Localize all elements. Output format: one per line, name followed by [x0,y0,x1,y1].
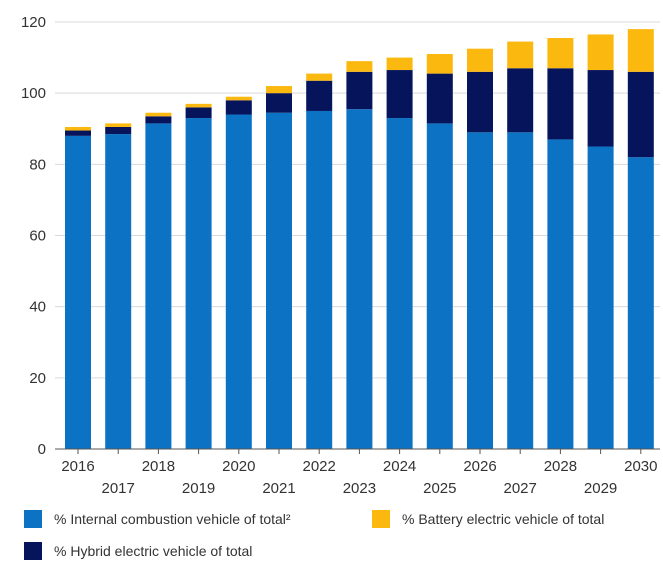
bar-bev-2028 [547,38,574,69]
legend-label-ice: % Internal combustion vehicle of total² [54,511,291,527]
y-tick-label: 60 [29,228,46,245]
bar-bev-2019 [185,103,212,108]
bars [65,29,654,450]
x-tick-label: 2016 [61,458,94,475]
y-axis-ticks: 0 20 40 60 80 100 120 [21,14,46,458]
bar-ice-2021 [266,112,292,450]
x-tick-label: 2022 [303,458,336,475]
bar-ice-2028 [547,139,574,450]
x-tick-label: 2021 [262,480,295,497]
bar-bev-2021 [266,86,292,94]
bar-ice-2023 [346,109,373,449]
bar-bev-2023 [346,61,373,72]
bar-bev-2024 [386,57,413,71]
x-tick-label: 2028 [544,458,577,475]
legend-item-bev: % Battery electric vehicle of total [372,510,604,528]
bar-bev-2022 [306,73,333,81]
y-tick-label: 100 [21,85,46,102]
bar-hev-2027 [507,68,534,133]
bar-hev-2024 [386,70,413,119]
x-tick-label: 2020 [222,458,255,475]
bar-bev-2016 [65,126,91,131]
y-tick-label: 20 [29,370,46,387]
bar-ice-2016 [65,135,91,449]
legend-label-hev: % Hybrid electric vehicle of total [54,543,253,559]
bar-ice-2025 [426,123,453,449]
legend-item-hev: % Hybrid electric vehicle of total [24,542,252,560]
legend-swatch-hev [24,542,42,560]
bar-hev-2026 [467,71,493,133]
bar-ice-2024 [386,118,413,449]
x-axis-ticks: 2016 2017 2018 2019 2020 2021 2022 2023 2024 2025… [61,449,657,497]
bar-bev-2027 [507,41,534,69]
x-tick-label: 2024 [383,458,416,475]
bar-hev-2028 [547,68,574,140]
bar-hev-2019 [185,107,212,119]
x-tick-label: 2026 [463,458,496,475]
bar-hev-2030 [627,71,654,158]
bar-hev-2023 [346,71,373,110]
x-tick-label: 2023 [343,480,376,497]
bar-hev-2016 [65,130,91,136]
x-tick-label: 2017 [102,480,135,497]
bar-hev-2021 [266,93,292,113]
bar-hev-2025 [426,73,453,124]
bar-hev-2020 [225,100,252,115]
bar-hev-2018 [145,116,172,124]
bar-ice-2026 [467,132,493,449]
legend-label-bev: % Battery electric vehicle of total [402,511,605,527]
bar-bev-2030 [627,29,654,72]
y-tick-label: 80 [29,156,46,173]
y-tick-label: 120 [21,14,46,31]
bar-ice-2030 [627,157,654,449]
x-tick-label: 2025 [423,480,456,497]
bar-ice-2029 [587,146,614,449]
x-tick-label: 2030 [624,458,657,475]
bar-bev-2020 [225,96,252,101]
y-tick-label: 0 [38,441,46,458]
bar-ice-2018 [145,123,172,449]
bar-bev-2025 [426,54,453,74]
y-tick-label: 40 [29,299,46,316]
legend-swatch-ice [24,510,42,528]
x-tick-label: 2027 [504,480,537,497]
bar-ice-2022 [306,110,333,449]
x-tick-label: 2018 [142,458,175,475]
bar-bev-2018 [145,112,172,117]
x-tick-label: 2029 [584,480,617,497]
legend-item-ice: % Internal combustion vehicle of total² [24,510,291,528]
bar-hev-2029 [587,70,614,147]
bar-ice-2020 [225,114,252,450]
legend-swatch-bev [372,510,390,528]
bar-ice-2019 [185,118,212,449]
bar-ice-2017 [105,134,132,449]
x-tick-label: 2019 [182,480,215,497]
bar-ice-2027 [507,132,534,449]
bar-hev-2017 [105,126,132,135]
bar-bev-2017 [105,123,132,127]
bar-bev-2029 [587,34,614,71]
bar-hev-2022 [306,80,333,111]
bar-bev-2026 [467,48,493,72]
